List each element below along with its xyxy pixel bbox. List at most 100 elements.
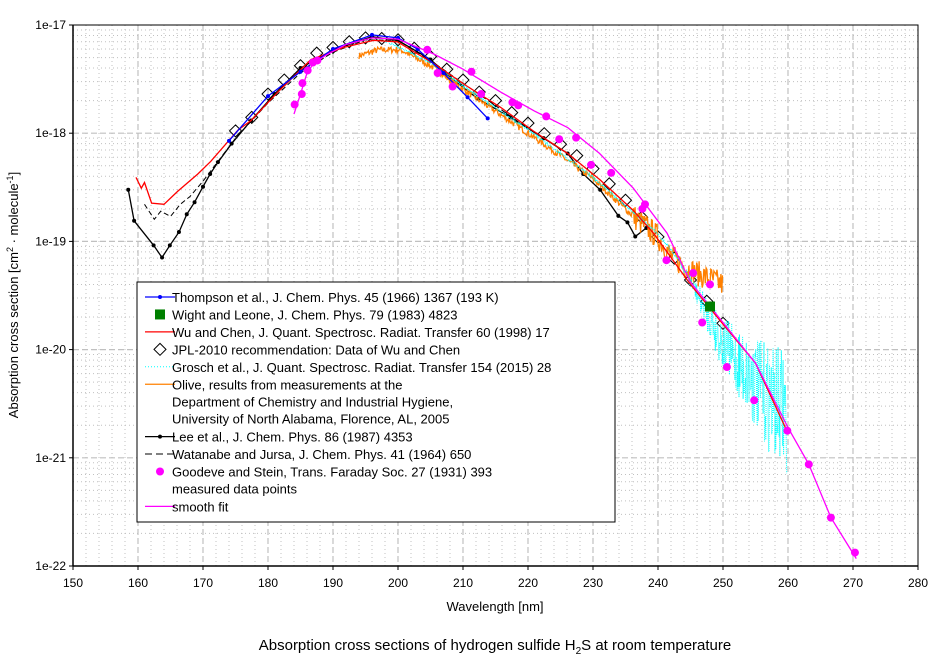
series-4 bbox=[384, 39, 788, 474]
legend-entry: Thompson et al., J. Chem. Phys. 45 (1966… bbox=[145, 290, 499, 305]
data-point bbox=[298, 69, 303, 74]
data-point bbox=[151, 243, 156, 248]
legend-entry: Grosch et al., J. Quant. Spectrosc. Radi… bbox=[145, 360, 551, 375]
legend-label: Wu and Chen, J. Quant. Spectrosc. Radiat… bbox=[172, 325, 550, 340]
legend-label: Lee et al., J. Chem. Phys. 86 (1987) 435… bbox=[172, 430, 413, 445]
legend-entry: Wu and Chen, J. Quant. Spectrosc. Radiat… bbox=[145, 325, 550, 340]
data-point bbox=[176, 230, 181, 235]
data-point bbox=[160, 255, 165, 260]
data-point bbox=[441, 71, 446, 76]
series-line bbox=[384, 39, 788, 474]
data-point bbox=[261, 87, 275, 101]
y-label-sup: -1 bbox=[5, 175, 15, 183]
data-point bbox=[456, 73, 470, 87]
y-label-sup: 2 bbox=[5, 247, 15, 252]
data-point bbox=[598, 187, 603, 192]
data-point bbox=[542, 112, 551, 121]
x-tick-label: 220 bbox=[518, 576, 538, 590]
data-point bbox=[297, 90, 306, 99]
data-point bbox=[303, 66, 312, 75]
data-point bbox=[633, 234, 638, 239]
y-label-part: · molecule bbox=[6, 183, 21, 247]
data-point bbox=[184, 212, 189, 217]
data-point bbox=[313, 56, 322, 65]
data-point bbox=[201, 184, 205, 189]
legend-box bbox=[136, 281, 616, 523]
data-point bbox=[572, 133, 581, 142]
x-tick-label: 180 bbox=[258, 576, 278, 590]
data-point bbox=[467, 67, 476, 76]
y-tick-label: 1e-19 bbox=[35, 234, 66, 248]
data-point bbox=[448, 82, 457, 91]
data-point bbox=[331, 47, 335, 52]
legend-dot-marker-icon bbox=[158, 295, 162, 299]
data-point bbox=[607, 168, 616, 177]
data-point bbox=[662, 256, 671, 265]
data-point bbox=[266, 94, 270, 99]
data-point bbox=[587, 160, 596, 169]
legend-label: Wight and Leone, J. Chem. Phys. 79 (1983… bbox=[172, 307, 457, 322]
data-point bbox=[555, 135, 564, 144]
data-point bbox=[298, 79, 307, 88]
data-point bbox=[215, 160, 220, 165]
data-point bbox=[132, 218, 137, 223]
x-axis-label: Wavelength [nm] bbox=[446, 599, 543, 614]
data-point bbox=[370, 32, 374, 37]
data-point bbox=[750, 396, 759, 405]
series-line bbox=[144, 39, 529, 221]
data-point bbox=[488, 93, 503, 108]
x-tick-label: 280 bbox=[908, 576, 928, 590]
data-point bbox=[625, 220, 630, 225]
legend-label: measured data points bbox=[172, 482, 298, 497]
legend-label: Thompson et al., J. Chem. Phys. 45 (1966… bbox=[172, 290, 499, 305]
data-point bbox=[850, 548, 859, 557]
legend-square-marker-icon bbox=[155, 309, 165, 320]
legend-label: Goodeve and Stein, Trans. Faraday Soc. 2… bbox=[172, 465, 492, 480]
data-point bbox=[326, 40, 340, 55]
data-point bbox=[167, 243, 172, 248]
series-9 bbox=[293, 37, 857, 559]
data-point bbox=[228, 124, 243, 138]
data-point bbox=[553, 137, 568, 151]
legend-entry: Lee et al., J. Chem. Phys. 86 (1987) 435… bbox=[145, 430, 413, 445]
data-point bbox=[722, 363, 731, 372]
legend-label: JPL-2010 recommendation: Data of Wu and … bbox=[172, 342, 460, 357]
legend-label: smooth fit bbox=[172, 499, 229, 514]
y-tick-label: 1e-21 bbox=[35, 451, 66, 465]
legend-label: Watanabe and Jursa, J. Chem. Phys. 41 (1… bbox=[172, 447, 471, 462]
y-tick-label: 1e-22 bbox=[35, 559, 66, 573]
x-tick-label: 190 bbox=[323, 576, 343, 590]
x-tick-label: 210 bbox=[453, 576, 473, 590]
x-tick-label: 240 bbox=[648, 576, 668, 590]
data-point bbox=[407, 41, 421, 55]
title-sub: 2 bbox=[576, 646, 582, 657]
plot-area bbox=[126, 31, 859, 559]
x-tick-label: 170 bbox=[193, 576, 213, 590]
series-1 bbox=[705, 301, 715, 312]
data-point bbox=[433, 69, 442, 78]
chart-title: Absorption cross sections of hydrogen su… bbox=[259, 637, 731, 657]
data-point bbox=[477, 90, 486, 99]
data-point bbox=[698, 318, 707, 327]
legend-label: Department of Chemistry and Industrial H… bbox=[172, 394, 453, 409]
y-tick-label: 1e-17 bbox=[35, 18, 66, 32]
legend-label: University of North Alabama, Florence, A… bbox=[172, 411, 449, 426]
legend-entry: JPL-2010 recommendation: Data of Wu and … bbox=[153, 342, 460, 357]
legend-entry: Watanabe and Jursa, J. Chem. Phys. 41 (1… bbox=[145, 447, 471, 462]
data-point bbox=[227, 138, 231, 143]
legend-label: Olive, results from measurements at the bbox=[172, 377, 402, 392]
data-point bbox=[705, 301, 715, 312]
data-point bbox=[706, 280, 714, 289]
y-tick-label: 1e-18 bbox=[35, 126, 66, 140]
legend: Thompson et al., J. Chem. Phys. 45 (1966… bbox=[136, 281, 616, 523]
y-axis-label: Absorption cross section [cm2 · molecule… bbox=[5, 172, 21, 418]
legend-circle-marker-icon bbox=[156, 467, 164, 476]
legend-entry: Olive, results from measurements at the D… bbox=[145, 377, 453, 426]
legend-diamond-marker-icon bbox=[153, 342, 167, 357]
series-line bbox=[127, 36, 647, 259]
data-point bbox=[641, 200, 649, 209]
data-point bbox=[126, 187, 131, 192]
legend-entry: Wight and Leone, J. Chem. Phys. 79 (1983… bbox=[155, 307, 457, 322]
series-line bbox=[293, 37, 857, 559]
legend-entry: Goodeve and Stein, Trans. Faraday Soc. 2… bbox=[156, 465, 492, 497]
